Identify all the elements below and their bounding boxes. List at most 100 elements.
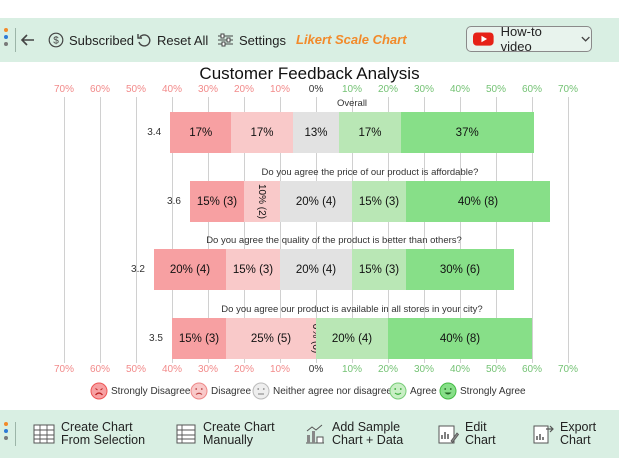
bar-segment-label: 20% (4) xyxy=(295,195,337,208)
bar-segment[interactable]: 37% xyxy=(400,112,534,153)
label-line: Create Chart xyxy=(203,420,275,434)
axis-tick-label-top: 30% xyxy=(197,84,218,95)
label-line: Manually xyxy=(203,433,254,447)
edit-chart-button[interactable]: Edit Chart xyxy=(437,416,496,452)
bar-segment-label: 20% (4) xyxy=(295,263,337,276)
youtube-icon xyxy=(473,32,494,46)
bar-segment-label: 20% (4) xyxy=(169,263,211,276)
bar-segment[interactable]: 30% (6) xyxy=(406,249,514,290)
create-chart-manually-button[interactable]: Create Chart Manually xyxy=(175,416,275,452)
reset-all-button[interactable]: Reset All xyxy=(136,18,208,62)
axis-tick-label-bottom: 60% xyxy=(521,364,542,375)
sample-chart-icon xyxy=(306,424,324,444)
bar-segment-label: 10% (2) xyxy=(256,183,268,220)
bar-segment[interactable]: 15% (3) xyxy=(352,249,406,290)
axis-tick-label-bottom: 60% xyxy=(89,364,110,375)
settings-sliders-icon xyxy=(218,33,233,47)
axis-tick-label-top: 60% xyxy=(521,84,542,95)
bar-segment[interactable]: 15% (3) xyxy=(352,181,406,222)
bar-segment[interactable]: 17% xyxy=(339,112,401,153)
bar-segment[interactable]: 40% (8) xyxy=(406,181,550,222)
bar-segment[interactable]: 13% xyxy=(292,112,340,153)
label-line: Chart xyxy=(560,433,591,447)
create-chart-from-selection-button[interactable]: Create Chart From Selection xyxy=(33,416,145,452)
gridline xyxy=(352,97,353,363)
gridline xyxy=(172,97,173,363)
gridline xyxy=(496,97,497,363)
app-title: Likert Scale Chart xyxy=(296,32,407,47)
legend-strongly-agree: Strongly Agree xyxy=(439,382,526,400)
bottom-toolbar: Create Chart From Selection Create Chart M… xyxy=(0,410,619,458)
axis-tick-label-bottom: 10% xyxy=(341,364,362,375)
bar-segment[interactable]: 17% xyxy=(170,112,232,153)
add-sample-chart-button[interactable]: Add Sample Chart + Data xyxy=(304,416,403,452)
axis-tick-label-bottom: 10% xyxy=(269,364,290,375)
label-line: Create Chart xyxy=(61,420,133,434)
mean-score: 3.6 xyxy=(167,195,181,207)
axis-tick-label-bottom: 20% xyxy=(377,364,398,375)
bar-segment[interactable]: 40% (8) xyxy=(388,318,532,359)
axis-tick-label-top: 30% xyxy=(413,84,434,95)
gridline xyxy=(100,97,101,363)
bar-segment[interactable]: 10% (2) xyxy=(244,181,280,222)
drag-handle-icon[interactable] xyxy=(4,28,9,52)
legend-label: Strongly Disagree xyxy=(111,385,191,397)
sad-face-icon xyxy=(190,382,208,400)
how-to-video-dropdown[interactable]: How-to video xyxy=(466,24,592,54)
bar-segment[interactable]: 20% (4) xyxy=(154,249,226,290)
back-button[interactable] xyxy=(20,18,41,62)
chart-legend: Strongly Disagree Disagree Neither agree… xyxy=(0,382,619,400)
bar-segment-label: 17% xyxy=(189,126,213,139)
list-table-icon xyxy=(176,424,196,444)
question-label: Do you agree the price of our product is… xyxy=(261,167,479,178)
bar-segment-label: 25% (5) xyxy=(250,332,292,345)
bar-segment[interactable]: 15% (3) xyxy=(226,249,280,290)
question-label: Do you agree our product is available in… xyxy=(221,304,483,315)
settings-button[interactable]: Settings xyxy=(217,18,286,62)
label-line: Add Sample xyxy=(332,420,401,434)
axis-tick-label-top: 40% xyxy=(161,84,182,95)
mean-score: 3.2 xyxy=(131,263,145,275)
legend-neutral: Neither agree nor disagree xyxy=(252,382,392,400)
bar-segment[interactable]: 20% (4) xyxy=(316,318,388,359)
legend-disagree: Disagree xyxy=(190,382,251,400)
toolbar-separator xyxy=(15,422,16,446)
axis-tick-label-top: 50% xyxy=(485,84,506,95)
chart-title: Customer Feedback Analysis xyxy=(199,64,420,83)
axis-tick-label-bottom: 50% xyxy=(125,364,146,375)
legend-label: Strongly Agree xyxy=(460,385,526,397)
drag-handle-icon[interactable] xyxy=(4,422,9,446)
bar-segment-label: 15% (3) xyxy=(196,195,238,208)
axis-tick-label-bottom: 0% xyxy=(308,364,324,375)
bar-segment-label: 15% (3) xyxy=(358,195,400,208)
legend-strongly-disagree: Strongly Disagree xyxy=(90,382,190,400)
very-sad-face-icon xyxy=(90,382,108,400)
question-label: Do you agree the quality of the product … xyxy=(206,235,462,246)
legend-label: Neither agree nor disagree xyxy=(273,385,392,397)
axis-tick-label-top: 20% xyxy=(377,84,398,95)
bar-segment-label: 30% (6) xyxy=(439,263,481,276)
axis-tick-label-top: 70% xyxy=(557,84,578,95)
bar-segment-label: 13% xyxy=(304,126,328,139)
export-chart-button[interactable]: Export Chart xyxy=(532,416,596,452)
bar-segment[interactable]: 15% (3) xyxy=(172,318,226,359)
reset-icon xyxy=(137,34,151,47)
legend-label: Agree xyxy=(410,385,437,397)
label-line: Chart + Data xyxy=(332,433,404,447)
bar-segment[interactable]: 25% (5) xyxy=(226,318,316,359)
axis-tick-label-bottom: 30% xyxy=(197,364,218,375)
axis-tick-label-bottom: 70% xyxy=(53,364,74,375)
gridline xyxy=(460,97,461,363)
axis-tick-label-top: 10% xyxy=(341,84,362,95)
bar-segment[interactable]: 20% (4) xyxy=(280,249,352,290)
neutral-face-icon xyxy=(252,382,270,400)
subscribed-button[interactable]: $ Subscribed xyxy=(48,18,134,62)
gridline xyxy=(532,97,533,363)
axis-tick-label-bottom: 20% xyxy=(233,364,254,375)
how-to-video-label: How-to video xyxy=(500,24,542,54)
question-label: Overall xyxy=(336,98,368,109)
bar-segment[interactable]: 20% (4) xyxy=(280,181,352,222)
bar-segment[interactable]: 17% xyxy=(231,112,293,153)
bar-segment[interactable]: 15% (3) xyxy=(190,181,244,222)
bar-segment-label: 37% xyxy=(455,126,479,139)
